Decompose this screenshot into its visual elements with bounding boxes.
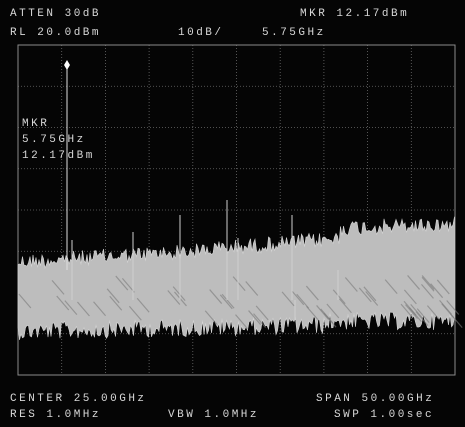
analyzer-screen: ATTEN 30dB MKR 12.17dBm RL 20.0dBm 10dB/… [0, 0, 465, 427]
video-bandwidth: VBW 1.0MHz [168, 409, 259, 421]
sweep-time: SWP 1.00sec [334, 409, 434, 421]
marker-box-frequency: 5.75GHz [22, 134, 86, 146]
attenuation: ATTEN 30dB [10, 8, 101, 20]
scale: 10dB/ [178, 27, 224, 39]
screen-background [0, 0, 465, 427]
ref-level: RL 20.0dBm [10, 27, 101, 39]
span: SPAN 50.00GHz [316, 393, 434, 405]
resolution-bandwidth: RES 1.0MHz [10, 409, 101, 421]
marker-label: MKR [22, 118, 49, 130]
marker-box-amplitude: 12.17dBm [22, 150, 95, 162]
marker-frequency: 5.75GHz [262, 27, 326, 39]
center-frequency: CENTER 25.00GHz [10, 393, 147, 405]
marker-readout: MKR 12.17dBm [300, 8, 409, 20]
